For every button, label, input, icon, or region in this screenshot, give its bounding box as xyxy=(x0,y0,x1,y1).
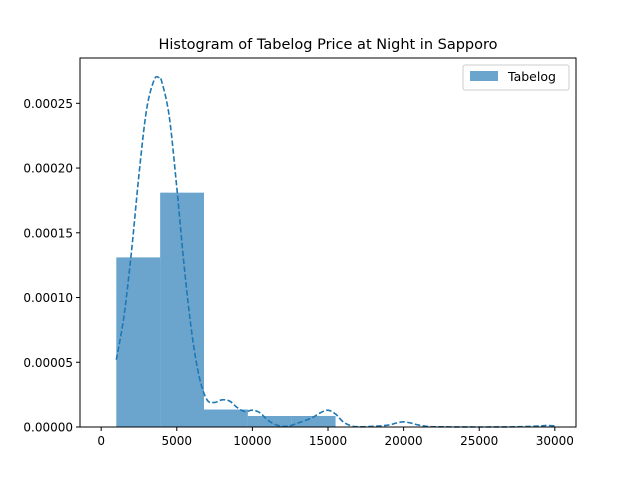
histogram-bar xyxy=(160,192,204,427)
y-tick-label: 0.00015 xyxy=(23,226,73,240)
y-tick-label: 0.00020 xyxy=(23,162,73,176)
y-tick-label: 0.00025 xyxy=(23,97,73,111)
y-tick-label: 0.00005 xyxy=(23,356,73,370)
histogram-bars xyxy=(116,192,336,427)
x-tick-label: 30000 xyxy=(536,434,574,448)
histogram-bar xyxy=(204,409,248,427)
y-tick-label: 0.00010 xyxy=(23,291,73,305)
x-tick-label: 5000 xyxy=(162,434,193,448)
x-tick-label: 10000 xyxy=(233,434,271,448)
kde-curve-layer xyxy=(115,75,555,428)
kde-density-line xyxy=(115,75,555,428)
legend-swatch xyxy=(470,71,498,81)
y-axis: 0.00000 0.00005 0.00010 0.00015 0.00020 0.000… xyxy=(23,97,80,435)
x-tick-label: 20000 xyxy=(385,434,423,448)
x-tick-label: 0 xyxy=(97,434,105,448)
histogram-bar xyxy=(291,415,336,427)
chart-title: Histogram of Tabelog Price at Night in S… xyxy=(158,37,497,53)
x-tick-label: 25000 xyxy=(460,434,498,448)
histogram-bar xyxy=(116,257,161,427)
x-axis: 0 5000 10000 15000 20000 25000 30000 xyxy=(97,427,574,448)
legend: Tabelog xyxy=(462,64,570,91)
x-tick-label: 15000 xyxy=(309,434,347,448)
legend-label: Tabelog xyxy=(507,69,556,84)
y-tick-label: 0.00000 xyxy=(23,421,73,435)
